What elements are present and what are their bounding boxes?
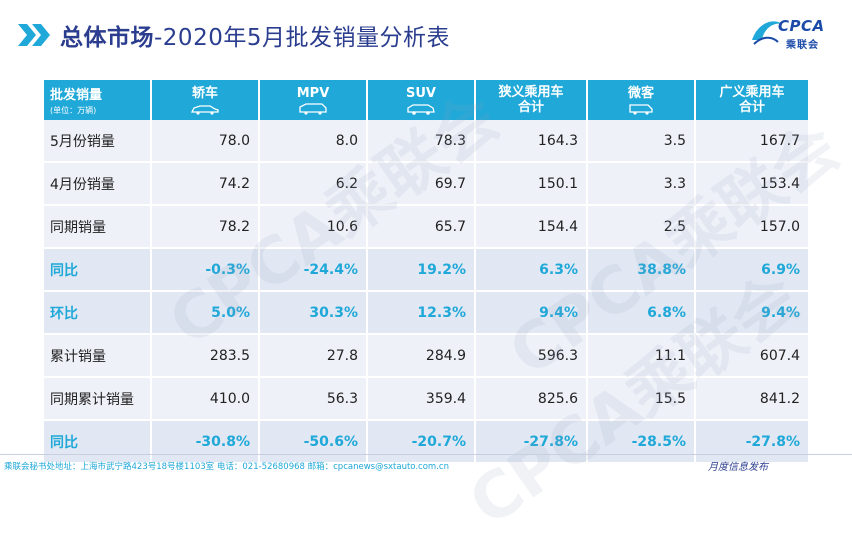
cell: 154.4	[476, 206, 588, 249]
cell: 11.1	[588, 335, 696, 378]
footer-address: 乘联会秘书处地址：上海市武宁路423号18号楼1103室 电话：021-5268…	[4, 462, 449, 472]
cell: 38.8%	[588, 249, 696, 292]
page-title: 总体市场-2020年5月批发销量分析表	[60, 25, 450, 51]
cell: 359.4	[368, 378, 476, 421]
table-row: 同期销量 78.2 10.6 65.7 154.4 2.5 157.0	[44, 206, 808, 249]
col-header-sedan: 轿车	[152, 80, 260, 120]
cell: 78.0	[152, 120, 260, 163]
cell: -27.8%	[696, 421, 808, 464]
table-row: 5月份销量 78.0 8.0 78.3 164.3 3.5 167.7	[44, 120, 808, 163]
cpca-logo	[752, 21, 782, 45]
cell: 74.2	[152, 163, 260, 206]
sales-table: 批发销量 (单位：万辆) 轿车 MPV SUV 狭义乘用车 合计	[44, 80, 808, 464]
row-label: 同比	[44, 421, 152, 464]
cell: 3.5	[588, 120, 696, 163]
cell: 56.3	[260, 378, 368, 421]
cell: 65.7	[368, 206, 476, 249]
cell: 19.2%	[368, 249, 476, 292]
header: 总体市场-2020年5月批发销量分析表 CPCA 乘联会	[0, 0, 852, 62]
logo-sub: 乘联会	[786, 40, 819, 51]
cell: 283.5	[152, 335, 260, 378]
cell: -24.4%	[260, 249, 368, 292]
table-header-row: 批发销量 (单位：万辆) 轿车 MPV SUV 狭义乘用车 合计	[44, 80, 808, 120]
minivan-icon	[629, 103, 653, 115]
col-header-suv: SUV	[368, 80, 476, 120]
cell: 69.7	[368, 163, 476, 206]
cell: 164.3	[476, 120, 588, 163]
cell: 841.2	[696, 378, 808, 421]
cell: 12.3%	[368, 292, 476, 335]
logo-text: CPCA	[778, 17, 825, 35]
table-row: 同比 -30.8% -50.6% -20.7% -27.8% -28.5% -2…	[44, 421, 808, 464]
cell: 9.4%	[476, 292, 588, 335]
table-row: 同比 -0.3% -24.4% 19.2% 6.3% 38.8% 6.9%	[44, 249, 808, 292]
cell: 410.0	[152, 378, 260, 421]
table-row: 环比 5.0% 30.3% 12.3% 9.4% 6.8% 9.4%	[44, 292, 808, 335]
cell: 3.3	[588, 163, 696, 206]
cell: 15.5	[588, 378, 696, 421]
cell: 607.4	[696, 335, 808, 378]
cell: -30.8%	[152, 421, 260, 464]
row-label: 同比	[44, 249, 152, 292]
corner-header: 批发销量 (单位：万辆)	[44, 80, 152, 120]
cell: 157.0	[696, 206, 808, 249]
sedan-icon	[190, 104, 219, 115]
cell: 153.4	[696, 163, 808, 206]
cell: 284.9	[368, 335, 476, 378]
table-row: 同期累计销量 410.0 56.3 359.4 825.6 15.5 841.2	[44, 378, 808, 421]
cell: 27.8	[260, 335, 368, 378]
col-header-broad-total: 广义乘用车 合计	[696, 80, 808, 120]
row-label: 同期累计销量	[44, 378, 152, 421]
cell: 596.3	[476, 335, 588, 378]
row-label: 4月份销量	[44, 163, 152, 206]
mpv-icon	[299, 102, 327, 115]
cell: 30.3%	[260, 292, 368, 335]
cell: 150.1	[476, 163, 588, 206]
footer-tagline: 月度信息发布	[708, 462, 768, 473]
table-row: 4月份销量 74.2 6.2 69.7 150.1 3.3 153.4	[44, 163, 808, 206]
cell: 78.2	[152, 206, 260, 249]
cell: 2.5	[588, 206, 696, 249]
cell: 6.8%	[588, 292, 696, 335]
cell: -28.5%	[588, 421, 696, 464]
cell: 6.2	[260, 163, 368, 206]
cell: 10.6	[260, 206, 368, 249]
row-label: 同期销量	[44, 206, 152, 249]
cell: 5.0%	[152, 292, 260, 335]
row-label: 5月份销量	[44, 120, 152, 163]
row-label: 环比	[44, 292, 152, 335]
row-label: 累计销量	[44, 335, 152, 378]
cell: -0.3%	[152, 249, 260, 292]
footer-divider	[0, 454, 852, 455]
cell: -27.8%	[476, 421, 588, 464]
cell: -50.6%	[260, 421, 368, 464]
cell: 825.6	[476, 378, 588, 421]
cell: 8.0	[260, 120, 368, 163]
cell: 6.3%	[476, 249, 588, 292]
col-header-mpv: MPV	[260, 80, 368, 120]
table-row: 累计销量 283.5 27.8 284.9 596.3 11.1 607.4	[44, 335, 808, 378]
col-header-minivan: 微客	[588, 80, 696, 120]
cell: 9.4%	[696, 292, 808, 335]
cell: 78.3	[368, 120, 476, 163]
cell: 167.7	[696, 120, 808, 163]
col-header-narrow-total: 狭义乘用车 合计	[476, 80, 588, 120]
suv-icon	[407, 103, 435, 115]
cell: 6.9%	[696, 249, 808, 292]
cell: -20.7%	[368, 421, 476, 464]
double-chevron-icon	[18, 24, 50, 46]
